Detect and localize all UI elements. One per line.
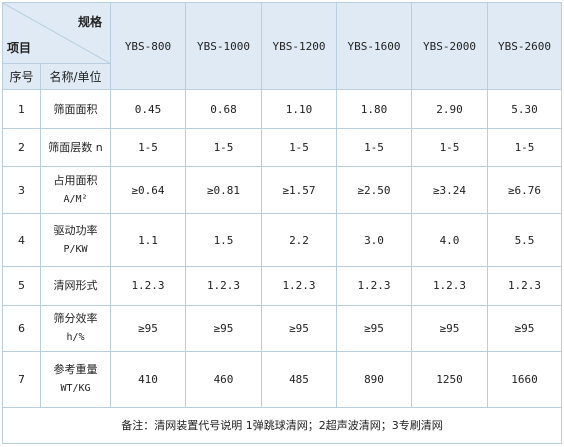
value-cell: 1.10 — [261, 89, 337, 129]
header-row: 规格 项目 YBS-800 YBS-1000 YBS-1200 YBS-1600… — [2, 1, 562, 91]
value-cell: ≥95 — [261, 304, 337, 353]
table-row: 6 筛分效率 h/% ≥95 ≥95 ≥95 ≥95 ≥95 ≥95 — [2, 304, 562, 353]
model-header-cell: YBS-1000 — [185, 1, 262, 91]
value-cell: 1-5 — [336, 127, 412, 168]
value-cell: 1-5 — [261, 127, 337, 168]
row-unit: h/% — [66, 332, 85, 344]
row-name: 筛面层数 n — [48, 141, 103, 155]
value-cell: ≥95 — [185, 304, 262, 353]
row-index: 1 — [2, 89, 41, 129]
row-index: 2 — [2, 127, 41, 168]
value-cell: ≥0.81 — [185, 166, 262, 215]
index-header-cell: 序号 — [2, 63, 41, 91]
value-cell: 1.2.3 — [110, 266, 186, 306]
value-cell: 1.2.3 — [261, 266, 337, 306]
value-cell: 5.5 — [487, 213, 562, 268]
diagonal-divider — [3, 3, 110, 64]
value-cell: ≥6.76 — [487, 166, 562, 215]
value-cell: 3.0 — [336, 213, 412, 268]
row-name-cell: 筛分效率 h/% — [40, 304, 111, 353]
row-name-cell: 占用面积 A/M² — [40, 166, 111, 215]
value-cell: 1660 — [487, 351, 562, 408]
value-cell: ≥2.50 — [336, 166, 412, 215]
remark-row: 备注：清网装置代号说明 1弹跳球清网；2超声波清网；3专刷清网 — [2, 406, 562, 445]
value-cell: 890 — [336, 351, 412, 408]
row-name-cell: 清网形式 — [40, 266, 111, 306]
model-header-cell: YBS-1600 — [336, 1, 412, 91]
value-cell: 410 — [110, 351, 186, 408]
value-cell: 1.2.3 — [411, 266, 488, 306]
table-row: 5 清网形式 1.2.3 1.2.3 1.2.3 1.2.3 1.2.3 1.2… — [2, 266, 562, 306]
row-index: 5 — [2, 266, 41, 306]
value-cell: 1-5 — [487, 127, 562, 168]
value-cell: 1-5 — [110, 127, 186, 168]
remark-cell: 备注：清网装置代号说明 1弹跳球清网；2超声波清网；3专刷清网 — [2, 406, 562, 445]
row-name-cell: 筛面面积 — [40, 89, 111, 129]
value-cell: 5.30 — [487, 89, 562, 129]
value-cell: ≥95 — [110, 304, 186, 353]
value-cell: 1.80 — [336, 89, 412, 129]
row-unit: WT/KG — [60, 383, 91, 395]
value-cell: ≥3.24 — [411, 166, 488, 215]
value-cell: 1-5 — [185, 127, 262, 168]
row-index: 4 — [2, 213, 41, 268]
value-cell: ≥0.64 — [110, 166, 186, 215]
row-index: 3 — [2, 166, 41, 215]
row-name: 占用面积 — [53, 174, 98, 188]
row-name: 清网形式 — [53, 279, 98, 293]
table-row: 4 驱动功率 P/KW 1.1 1.5 2.2 3.0 4.0 5.5 — [2, 213, 562, 268]
row-index: 6 — [2, 304, 41, 353]
value-cell: ≥95 — [411, 304, 488, 353]
spec-label: 规格 — [77, 15, 102, 29]
row-name-cell: 参考重量 WT/KG — [40, 351, 111, 408]
row-name: 驱动功率 — [53, 224, 98, 238]
model-header-cell: YBS-1200 — [261, 1, 337, 91]
model-header-cell: YBS-2600 — [487, 1, 562, 91]
name-unit-header-cell: 名称/单位 — [40, 63, 111, 91]
value-cell: 0.45 — [110, 89, 186, 129]
item-label: 项目 — [7, 41, 32, 55]
row-name: 筛分效率 — [53, 312, 98, 326]
value-cell: 2.2 — [261, 213, 337, 268]
table-row: 3 占用面积 A/M² ≥0.64 ≥0.81 ≥1.57 ≥2.50 ≥3.24… — [2, 166, 562, 215]
value-cell: 460 — [185, 351, 262, 408]
model-header-cell: YBS-2000 — [411, 1, 488, 91]
corner-header-cell: 规格 项目 — [2, 1, 111, 65]
row-name: 参考重量 — [53, 363, 98, 377]
row-name: 筛面面积 — [53, 102, 98, 116]
table-row: 2 筛面层数 n 1-5 1-5 1-5 1-5 1-5 1-5 — [2, 127, 562, 168]
value-cell: 1.2.3 — [185, 266, 262, 306]
value-cell: ≥95 — [487, 304, 562, 353]
row-name-cell: 筛面层数 n — [40, 127, 111, 168]
value-cell: 0.68 — [185, 89, 262, 129]
value-cell: 1.2.3 — [336, 266, 412, 306]
table-row: 7 参考重量 WT/KG 410 460 485 890 1250 1660 — [2, 351, 562, 408]
value-cell: ≥95 — [336, 304, 412, 353]
value-cell: ≥1.57 — [261, 166, 337, 215]
row-unit: P/KW — [63, 244, 88, 256]
value-cell: 1.1 — [110, 213, 186, 268]
model-header-cell: YBS-800 — [110, 1, 186, 91]
value-cell: 1.5 — [185, 213, 262, 268]
table-row: 1 筛面面积 0.45 0.68 1.10 1.80 2.90 5.30 — [2, 89, 562, 129]
row-unit: A/M² — [63, 194, 88, 206]
value-cell: 485 — [261, 351, 337, 408]
value-cell: 1.2.3 — [487, 266, 562, 306]
value-cell: 1-5 — [411, 127, 488, 168]
row-name-cell: 驱动功率 P/KW — [40, 213, 111, 268]
row-index: 7 — [2, 351, 41, 408]
value-cell: 2.90 — [411, 89, 488, 129]
value-cell: 4.0 — [411, 213, 488, 268]
value-cell: 1250 — [411, 351, 488, 408]
